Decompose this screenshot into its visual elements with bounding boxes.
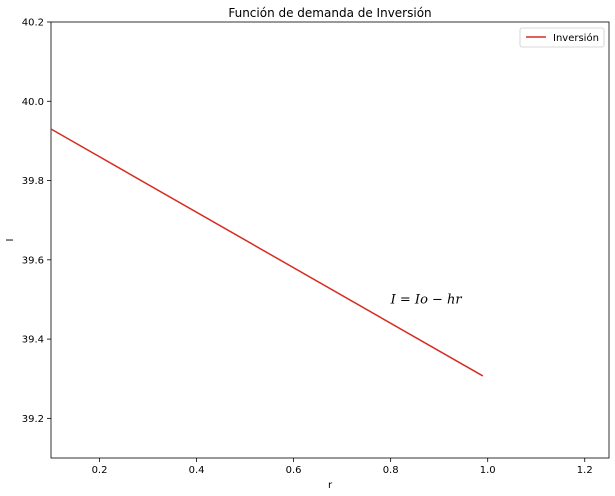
x-tick-label: 0.2 <box>92 465 108 476</box>
y-axis-label: I <box>5 239 16 242</box>
y-tick-label: 40.0 <box>22 97 44 108</box>
equation-annotation: I = Io − hr <box>390 292 463 307</box>
x-axis-ticks: 0.2 0.4 0.6 0.8 1.0 1.2 <box>92 458 593 476</box>
series-line <box>50 128 484 377</box>
x-tick-label: 0.4 <box>189 465 205 476</box>
plot-area <box>50 21 610 459</box>
x-tick-label: 1.0 <box>480 465 496 476</box>
y-axis-ticks: 39.2 39.4 39.6 39.8 40.0 40.2 <box>22 18 51 425</box>
series-layer <box>50 128 484 377</box>
y-tick-label: 39.2 <box>22 414 44 425</box>
legend: Inversión <box>519 27 605 48</box>
y-tick-label: 39.6 <box>22 255 44 266</box>
y-tick-label: 39.8 <box>22 176 44 187</box>
x-tick-label: 0.6 <box>286 465 302 476</box>
x-tick-label: 1.2 <box>577 465 593 476</box>
legend-label: Inversión <box>553 32 599 44</box>
legend-box <box>519 27 605 48</box>
y-tick-label: 40.2 <box>22 18 44 29</box>
x-tick-label: 0.8 <box>383 465 399 476</box>
chart-title: Función de demanda de Inversión <box>228 6 431 20</box>
x-axis-label: r <box>328 480 333 491</box>
y-tick-label: 39.4 <box>22 335 44 346</box>
